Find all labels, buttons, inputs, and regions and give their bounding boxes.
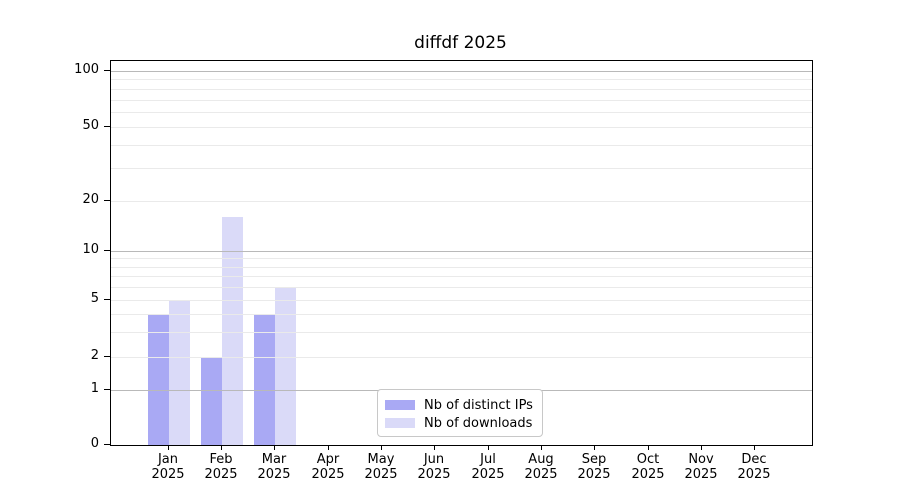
x-tick-mark (648, 445, 649, 450)
gridline (111, 276, 812, 277)
x-tick-label: Sep 2025 (577, 452, 611, 482)
gridline (111, 100, 812, 101)
x-tick-label: Jan 2025 (151, 452, 185, 482)
bar-downloads (168, 300, 190, 445)
y-tick-mark (104, 356, 110, 357)
gridline (111, 201, 812, 202)
x-tick-mark (754, 445, 755, 450)
legend-item-distinct-ips: Nb of distinct IPs (385, 396, 534, 414)
gridline (111, 79, 812, 80)
legend-swatch-downloads (385, 418, 415, 428)
x-tick-mark (221, 445, 222, 450)
gridline (111, 357, 812, 358)
x-tick-label: Jun 2025 (417, 452, 451, 482)
gridline (111, 258, 812, 259)
y-tick-label: 10 (82, 242, 99, 257)
bar-distinct-ips (200, 357, 222, 445)
x-tick-label: Oct 2025 (631, 452, 665, 482)
y-tick-mark (104, 250, 110, 251)
gridline (111, 112, 812, 113)
x-tick-mark (434, 445, 435, 450)
y-tick-mark (104, 444, 110, 445)
bar-downloads (221, 216, 243, 445)
gridline (111, 314, 812, 315)
y-tick-label: 0 (90, 436, 99, 451)
y-tick-label: 20 (82, 192, 99, 207)
x-tick-mark (488, 445, 489, 450)
gridline (111, 287, 812, 288)
x-tick-mark (274, 445, 275, 450)
x-tick-mark (701, 445, 702, 450)
x-tick-mark (381, 445, 382, 450)
y-tick-label: 2 (90, 348, 99, 363)
gridline (111, 71, 812, 72)
bar-distinct-ips (254, 313, 276, 445)
bars-layer (111, 61, 812, 445)
legend-label-distinct-ips: Nb of distinct IPs (424, 397, 533, 413)
gridlines-layer (111, 61, 812, 445)
x-tick-label: Dec 2025 (737, 452, 771, 482)
y-tick-mark (104, 299, 110, 300)
gridline (111, 251, 812, 252)
chart-title: diffdf 2025 (414, 33, 507, 53)
legend-item-downloads: Nb of downloads (385, 414, 534, 432)
x-tick-mark (541, 445, 542, 450)
gridline (111, 145, 812, 146)
x-tick-label: Nov 2025 (684, 452, 718, 482)
y-tick-label: 5 (90, 291, 99, 306)
bar-downloads (275, 287, 297, 445)
x-tick-label: May 2025 (364, 452, 398, 482)
x-tick-mark (594, 445, 595, 450)
y-tick-mark (104, 70, 110, 71)
legend: Nb of distinct IPs Nb of downloads (377, 389, 543, 437)
y-tick-label: 1 (90, 381, 99, 396)
y-tick-label: 100 (74, 62, 99, 77)
legend-label-downloads: Nb of downloads (424, 415, 533, 431)
gridline (111, 300, 812, 301)
bar-distinct-ips (147, 313, 169, 445)
gridline (111, 267, 812, 268)
y-tick-label: 50 (82, 118, 99, 133)
x-tick-label: Apr 2025 (311, 452, 345, 482)
x-tick-label: Mar 2025 (257, 452, 291, 482)
x-tick-mark (328, 445, 329, 450)
y-tick-mark (104, 389, 110, 390)
legend-swatch-distinct-ips (385, 400, 415, 410)
gridline (111, 127, 812, 128)
y-tick-mark (104, 200, 110, 201)
x-tick-label: Feb 2025 (204, 452, 238, 482)
x-tick-label: Aug 2025 (524, 452, 558, 482)
x-tick-label: Jul 2025 (471, 452, 505, 482)
y-tick-mark (104, 126, 110, 127)
gridline (111, 168, 812, 169)
gridline (111, 332, 812, 333)
x-tick-mark (168, 445, 169, 450)
gridline (111, 89, 812, 90)
